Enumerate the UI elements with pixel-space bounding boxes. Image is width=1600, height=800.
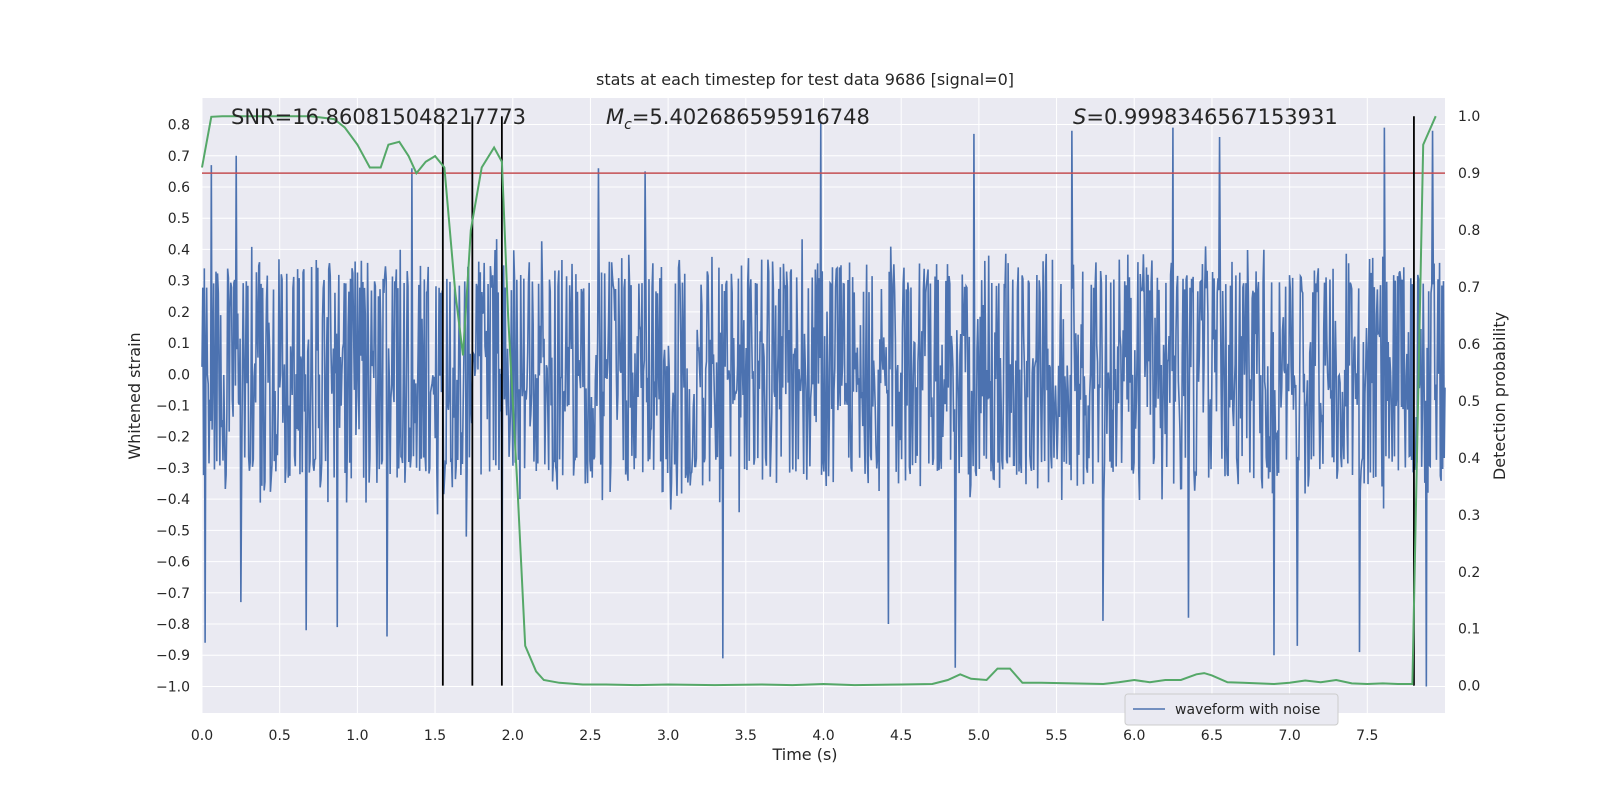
y-tick-label: −0.7 [156, 586, 190, 602]
y2-tick-label: 0.8 [1458, 223, 1480, 239]
y-tick-label: 0.2 [168, 305, 190, 321]
score-symbol: S [1073, 105, 1086, 129]
x-tick-label: 2.0 [502, 728, 524, 744]
x-tick-label: 5.5 [1045, 728, 1067, 744]
y2-tick-label: 0.2 [1458, 565, 1480, 581]
x-tick-label: 3.0 [657, 728, 679, 744]
y2-tick-label: 0.1 [1458, 622, 1480, 638]
y2-tick-label: 0.6 [1458, 337, 1480, 353]
legend-label: waveform with noise [1175, 702, 1320, 718]
x-tick-label: 2.5 [579, 728, 601, 744]
waveform-path [201, 121, 1446, 687]
score-annotation: S=0.9998346567153931 [1073, 105, 1338, 129]
y2-tick-label: 1.0 [1458, 109, 1480, 125]
chirp-mass-subscript: c [624, 117, 632, 133]
x-tick-label: 4.0 [812, 728, 834, 744]
waveform-series [201, 121, 1446, 687]
chirp-mass-symbol: M [606, 105, 624, 129]
y-tick-label: 0.8 [168, 118, 190, 134]
y2-tick-label: 0.4 [1458, 451, 1480, 467]
snr-annotation: SNR=16.860815048217773 [231, 105, 526, 129]
y-tick-label: −0.5 [156, 523, 190, 539]
y-tick-label: 0.3 [168, 274, 190, 290]
x-tick-label: 0.0 [191, 728, 213, 744]
x-tick-label: 3.5 [735, 728, 757, 744]
y-tick-label: −0.1 [156, 399, 190, 415]
legend: waveform with noise [1124, 693, 1339, 726]
x-tick-label: 7.0 [1278, 728, 1300, 744]
x-tick-label: 0.5 [269, 728, 291, 744]
legend-box [1124, 693, 1339, 726]
y-tick-labels: 0.8 0.7 0.6 0.5 0.4 0.3 0.2 0.1 0.0 −0.1 −0.2 −0.3 −… [156, 118, 190, 696]
y-tick-label: 0.5 [168, 211, 190, 227]
score-value: =0.9998346567153931 [1086, 105, 1337, 129]
x-tick-label: 5.0 [968, 728, 990, 744]
y2-tick-labels: 1.0 0.9 0.8 0.7 0.6 0.5 0.4 0.3 0.2 0.1 0.0 [1458, 109, 1480, 694]
y-tick-label: 0.6 [168, 180, 190, 196]
detection-probability-line [201, 115, 1437, 687]
x-axis-label: Time (s) [771, 745, 837, 764]
y-axis-label: Whitened strain [125, 332, 144, 459]
y-tick-label: 0.0 [168, 367, 190, 383]
x-tick-label: 7.5 [1356, 728, 1378, 744]
y-tick-label: 0.4 [168, 242, 190, 258]
y2-tick-label: 0.0 [1458, 679, 1480, 695]
y-tick-label: −0.2 [156, 430, 190, 446]
x-tick-labels: 0.0 0.5 1.0 1.5 2.0 2.5 3.0 3.5 4.0 4.5 5.0 5.5 6.0 6… [191, 728, 1379, 744]
chirp-mass-annotation: Mc=5.402686595916748 [606, 105, 870, 133]
y-tick-label: −0.9 [156, 648, 190, 664]
x-tick-label: 1.0 [346, 728, 368, 744]
x-tick-label: 1.5 [424, 728, 446, 744]
chirp-mass-value: =5.402686595916748 [632, 105, 870, 129]
y-tick-label: −0.8 [156, 617, 190, 633]
y-tick-label: −0.4 [156, 492, 190, 508]
y-tick-label: −1.0 [156, 679, 190, 695]
y2-tick-label: 0.9 [1458, 166, 1480, 182]
x-tick-label: 6.0 [1123, 728, 1145, 744]
y2-tick-label: 0.3 [1458, 508, 1480, 524]
x-tick-label: 6.5 [1201, 728, 1223, 744]
x-tick-label: 4.5 [890, 728, 912, 744]
y-tick-label: 0.7 [168, 149, 190, 165]
y-tick-label: −0.3 [156, 461, 190, 477]
chart-title: stats at each timestep for test data 968… [596, 70, 1014, 89]
y-tick-label: 0.1 [168, 336, 190, 352]
y2-tick-label: 0.7 [1458, 280, 1480, 296]
y2-tick-label: 0.5 [1458, 394, 1480, 410]
y-tick-label: −0.6 [156, 555, 190, 571]
y2-axis-label: Detection probability [1490, 312, 1509, 480]
